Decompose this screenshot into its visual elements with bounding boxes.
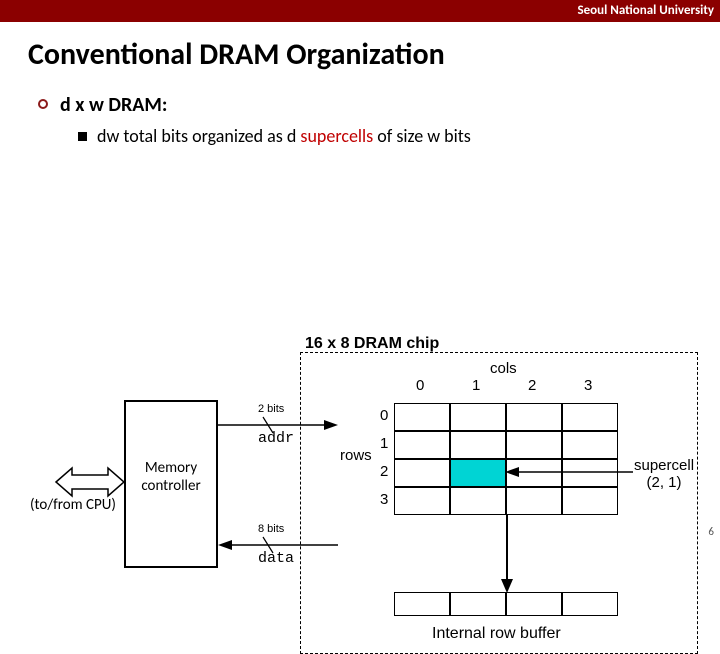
- buffer-cell: [562, 592, 618, 616]
- supercell-l1: supercell: [634, 457, 694, 474]
- buffer-cell: [506, 592, 562, 616]
- row-h-0: 0: [380, 407, 388, 424]
- grid-cell: [450, 403, 506, 431]
- bullet-sub-post: of size w bits: [373, 125, 471, 147]
- grid-cell: [562, 487, 618, 515]
- cpu-label: (to/from CPU): [30, 496, 116, 514]
- grid-cell: [562, 403, 618, 431]
- grid-cell: [394, 403, 450, 431]
- supercell-label: supercell (2, 1): [634, 457, 694, 491]
- row-h-1: 1: [380, 435, 388, 452]
- bullet-main-text: d x w DRAM:: [60, 93, 167, 117]
- addr-name: addr: [258, 430, 294, 447]
- bullet-main: d x w DRAM:: [0, 73, 720, 117]
- mc-l1: Memory: [131, 459, 211, 477]
- row-h-3: 3: [380, 491, 388, 508]
- university-label: Seoul National University: [577, 3, 714, 18]
- col-h-0: 0: [416, 377, 424, 394]
- addr-bits: 2 bits: [258, 403, 284, 415]
- grid-cell: [394, 459, 450, 487]
- mc-l2: controller: [131, 477, 211, 495]
- diagram-area: 16 x 8 DRAM chip cols 0 1 2 3 rows 0 1 2…: [0, 147, 720, 507]
- grid-cell: [506, 431, 562, 459]
- chip-title: 16 x 8 DRAM chip: [305, 335, 439, 353]
- row-h-2: 2: [380, 463, 388, 480]
- arrow-cpu-icon: [56, 468, 124, 496]
- grid-cell: [506, 403, 562, 431]
- slide-title: Conventional DRAM Organization: [0, 22, 720, 73]
- arrow-supercell-icon: [505, 467, 633, 477]
- header-bar: Seoul National University: [0, 0, 720, 22]
- buffer-label: Internal row buffer: [432, 625, 561, 643]
- bullet-circle-icon: [38, 99, 48, 109]
- grid-cell: [562, 431, 618, 459]
- supercell-l2: (2, 1): [634, 474, 694, 491]
- grid-cell: [450, 431, 506, 459]
- grid-cell: [394, 431, 450, 459]
- arrow-down-icon: [500, 515, 514, 593]
- bullet-sub-pre: dw total bits organized as d: [97, 125, 300, 147]
- buffer-cell: [450, 592, 506, 616]
- bullet-sub: dw total bits organized as d supercells …: [0, 117, 720, 147]
- data-name: data: [258, 550, 294, 567]
- rows-label: rows: [340, 447, 372, 464]
- grid-cell: [506, 487, 562, 515]
- cols-label: cols: [490, 360, 517, 377]
- grid-cell: [394, 487, 450, 515]
- supercell-highlight: [450, 459, 506, 487]
- col-h-1: 1: [472, 377, 480, 394]
- buffer-cell: [394, 592, 450, 616]
- bullet-square-icon: [78, 132, 87, 141]
- col-h-2: 2: [528, 377, 536, 394]
- bullet-sub-red: supercells: [300, 125, 373, 147]
- col-h-3: 3: [584, 377, 592, 394]
- data-bits: 8 bits: [258, 523, 284, 535]
- page-number: 6: [708, 525, 714, 538]
- grid-cell: [450, 487, 506, 515]
